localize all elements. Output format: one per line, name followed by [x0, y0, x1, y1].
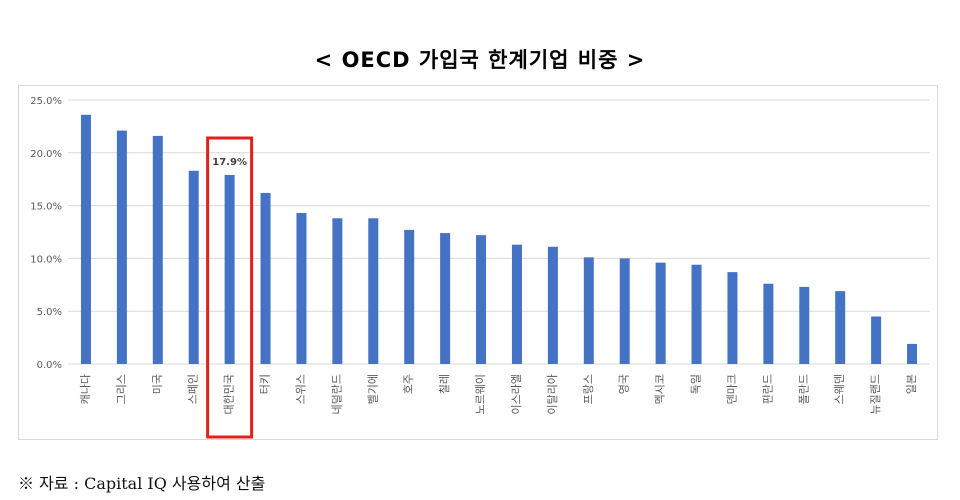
x-tick-label: 대한민국 [223, 374, 236, 414]
x-tick-label: 멕시코 [654, 374, 667, 404]
x-tick-label: 폴란드 [797, 374, 810, 404]
x-tick-label: 그리스 [115, 374, 128, 404]
x-tick-label: 스웨덴 [833, 374, 846, 404]
x-tick-label: 스위스 [294, 374, 307, 404]
x-tick-label: 미국 [151, 374, 164, 394]
x-tick-label: 노르웨이 [474, 374, 487, 414]
x-tick-label: 캐나다 [79, 374, 92, 404]
chart-frame [18, 85, 938, 440]
bar [404, 229, 415, 364]
bar [799, 286, 810, 364]
bar [871, 316, 882, 364]
bar [296, 212, 307, 364]
y-tick-label: 10.0% [30, 254, 62, 265]
x-tick-label: 이탈리아 [546, 374, 559, 414]
x-tick-label: 핀란드 [761, 374, 774, 404]
bar [332, 218, 343, 364]
x-tick-label: 독일 [689, 374, 703, 394]
x-tick-label: 칠레 [438, 374, 451, 394]
page-title: < OECD 가입국 한계기업 비중 > [314, 48, 646, 72]
x-tick-label: 네덜란드 [330, 374, 343, 414]
bar [224, 174, 235, 364]
x-tick-label: 호주 [402, 374, 415, 394]
y-tick-label: 20.0% [30, 149, 62, 160]
bar [116, 130, 127, 364]
bar [152, 135, 163, 364]
y-tick-label: 25.0% [30, 96, 62, 107]
y-tick-label: 5.0% [37, 307, 62, 318]
bar [655, 262, 666, 364]
bar [727, 272, 738, 364]
highlight-box [206, 136, 254, 439]
x-tick-label: 프랑스 [582, 374, 595, 404]
bar [368, 218, 379, 364]
x-tick-label: 일본 [904, 374, 918, 394]
x-tick-label: 영국 [618, 374, 631, 394]
source-note: ※ 자료 : Capital IQ 사용하여 산출 [18, 474, 266, 493]
x-tick-label: 스페인 [187, 374, 200, 404]
bar [188, 170, 199, 364]
x-tick-label: 벨기에 [366, 374, 379, 404]
bar [835, 291, 846, 364]
data-label: 17.9% [212, 157, 247, 168]
x-tick-label: 이스라엘 [510, 374, 523, 414]
x-tick-label: 터키 [259, 374, 272, 394]
x-tick-label: 덴마크 [725, 374, 738, 404]
bar [619, 258, 630, 364]
bar [547, 246, 558, 364]
bar [763, 283, 774, 364]
bar [907, 343, 918, 364]
bar [511, 244, 522, 364]
x-tick-label: 뉴질랜드 [869, 374, 882, 414]
bar [260, 192, 271, 364]
bar [691, 264, 702, 364]
y-tick-label: 0.0% [37, 360, 62, 371]
bar [476, 235, 487, 364]
y-tick-label: 15.0% [30, 202, 62, 213]
bar [80, 114, 91, 364]
bar [583, 257, 594, 364]
bar [440, 233, 451, 364]
